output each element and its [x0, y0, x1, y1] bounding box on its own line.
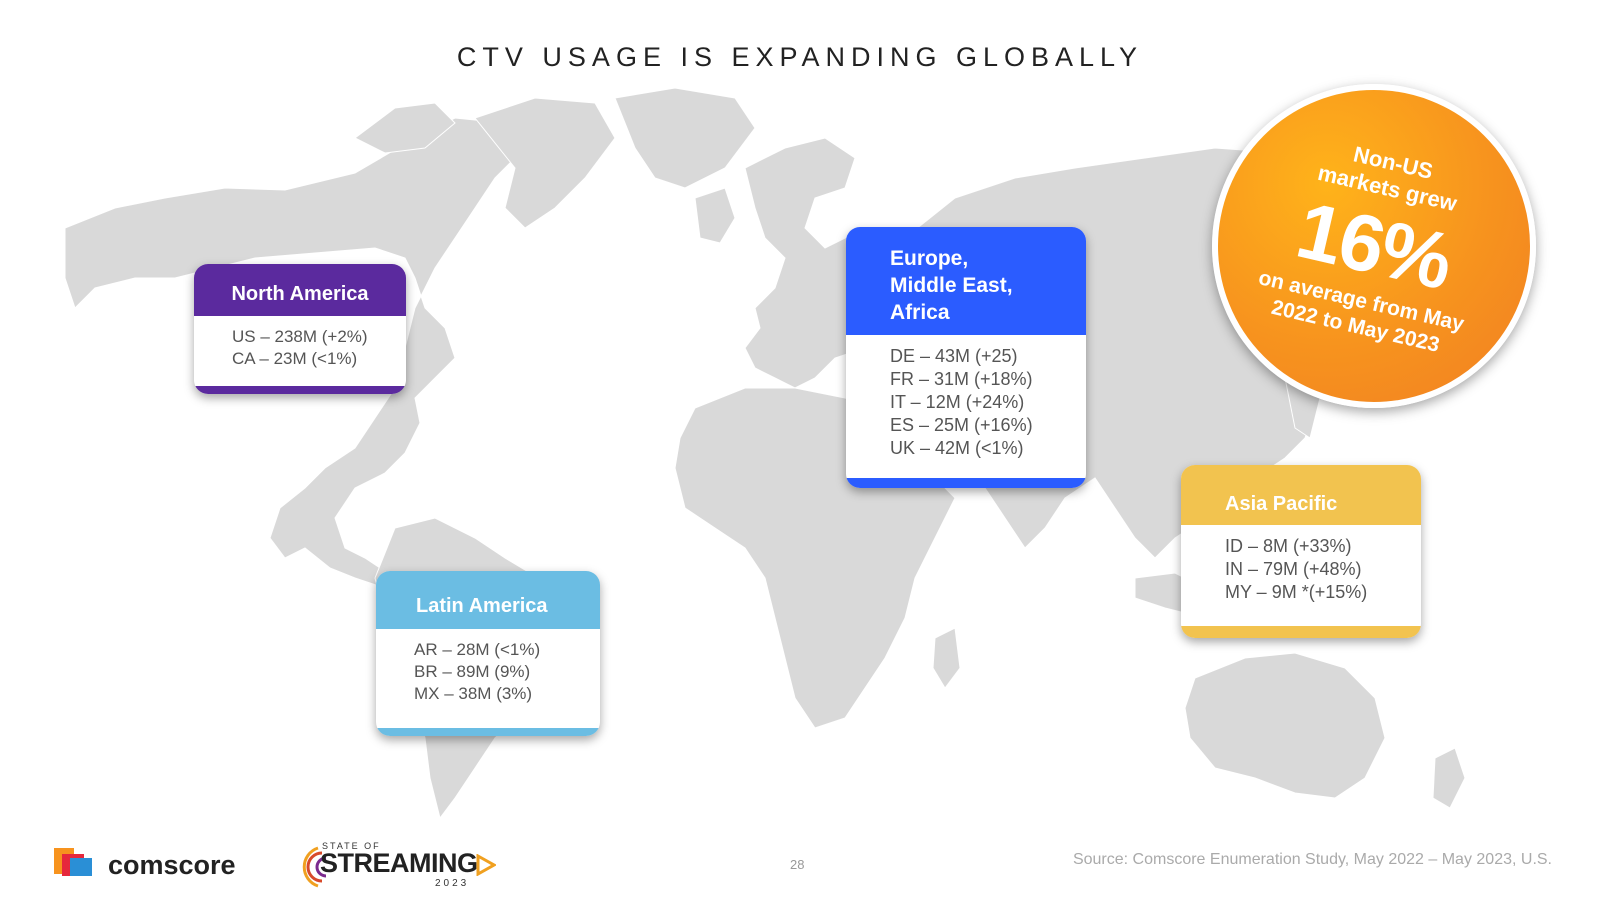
- asia-pacific-card: Asia Pacific ID – 8M (+33%) IN – 79M (+4…: [1181, 465, 1421, 638]
- north-america-card: North America US – 238M (+2%) CA – 23M (…: [194, 264, 406, 394]
- region-stat: UK – 42M (<1%): [890, 438, 1024, 458]
- north-america-header: North America: [194, 264, 406, 316]
- play-triangle-icon: [476, 854, 496, 876]
- latin-america-body: AR – 28M (<1%) BR – 89M (9%) MX – 38M (3…: [376, 629, 600, 705]
- comscore-mark-icon: [54, 848, 92, 876]
- asia-pacific-header: Asia Pacific: [1181, 465, 1421, 525]
- region-stat: MY – 9M *(+15%): [1225, 582, 1368, 602]
- region-stat: US – 238M (+2%): [232, 327, 368, 346]
- emea-header-line: Middle East,: [890, 274, 1013, 297]
- card-footer-bar: [194, 386, 406, 394]
- emea-body: DE – 43M (+25) FR – 31M (+18%) IT – 12M …: [846, 335, 1086, 460]
- region-stat: IT – 12M (+24%): [890, 392, 1025, 412]
- asia-pacific-body: ID – 8M (+33%) IN – 79M (+48%) MY – 9M *…: [1181, 525, 1421, 604]
- card-footer-bar: [846, 478, 1086, 488]
- region-stat: IN – 79M (+48%): [1225, 559, 1362, 579]
- emea-card: Europe, Middle East, Africa DE – 43M (+2…: [846, 227, 1086, 488]
- region-stat: DE – 43M (+25): [890, 346, 1018, 366]
- sos-year-text: 2023: [435, 878, 470, 889]
- page-number: 28: [790, 857, 805, 872]
- region-stat: AR – 28M (<1%): [414, 640, 541, 659]
- source-note: Source: Comscore Enumeration Study, May …: [1072, 851, 1552, 868]
- growth-badge: Non-US markets grew 16% on average from …: [1212, 84, 1536, 408]
- region-stat: BR – 89M (9%): [414, 662, 531, 681]
- state-of-streaming-logo: STATE OF STREAMING 2023: [296, 838, 496, 894]
- emea-header: Europe, Middle East, Africa: [846, 227, 1086, 335]
- region-stat: ID – 8M (+33%): [1225, 536, 1352, 556]
- emea-header-line: Africa: [890, 301, 950, 324]
- sos-top-text: STATE OF: [322, 841, 381, 851]
- sos-main-text: STREAMING: [320, 848, 478, 878]
- signal-arc-icon: [302, 846, 327, 888]
- emea-header-line: Europe,: [890, 247, 969, 270]
- region-stat: MX – 38M (3%): [414, 684, 533, 703]
- latin-america-card: Latin America AR – 28M (<1%) BR – 89M (9…: [376, 571, 600, 736]
- comscore-wordmark: comscore: [108, 850, 236, 880]
- north-america-body: US – 238M (+2%) CA – 23M (<1%): [194, 316, 406, 370]
- region-stat: CA – 23M (<1%): [232, 349, 358, 368]
- card-footer-bar: [376, 728, 600, 736]
- region-stat: FR – 31M (+18%): [890, 369, 1033, 389]
- region-stat: ES – 25M (+16%): [890, 415, 1033, 435]
- slide-title: CTV USAGE IS EXPANDING GLOBALLY: [456, 42, 1144, 72]
- latin-america-header: Latin America: [376, 571, 600, 629]
- card-footer-bar: [1181, 626, 1421, 638]
